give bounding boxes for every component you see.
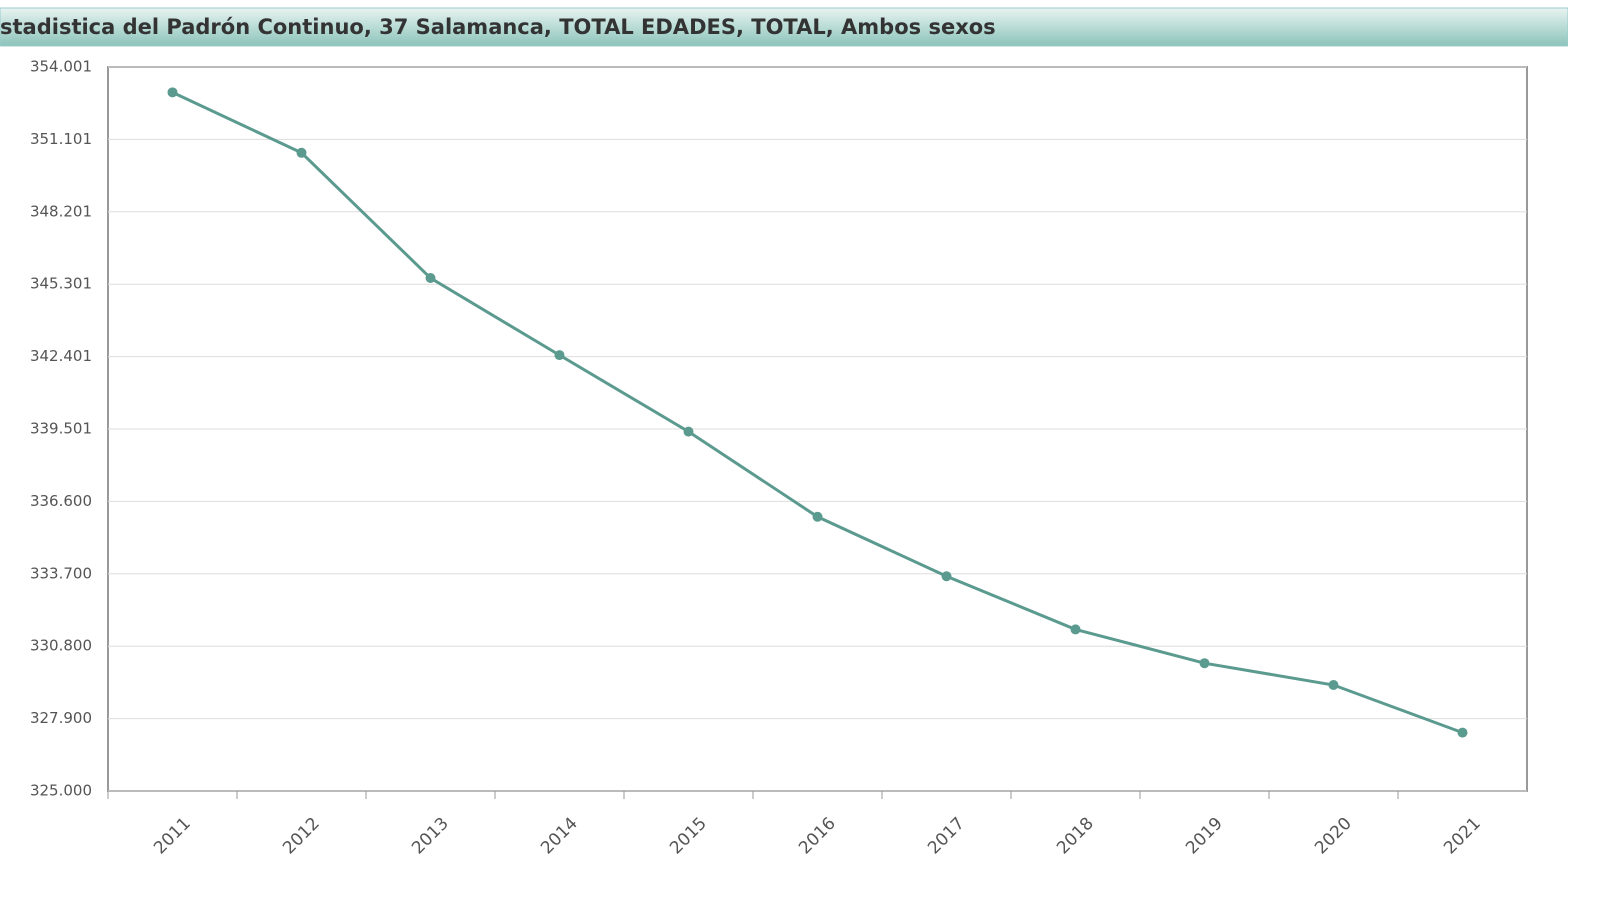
x-tick-label: 2020	[1311, 814, 1356, 859]
x-tick-label: 2016	[795, 814, 840, 859]
x-tick-label: 2012	[279, 814, 324, 859]
data-point	[296, 147, 307, 158]
y-tick-label: 345.301	[30, 275, 92, 293]
title-bar	[0, 7, 1568, 47]
y-tick-label: 339.501	[30, 419, 92, 437]
x-tick-label: 2014	[537, 814, 582, 859]
data-point	[683, 426, 694, 437]
y-tick-label: 330.800	[30, 637, 92, 655]
x-tick-label: 2021	[1440, 814, 1485, 859]
data-point	[941, 571, 952, 582]
x-tick-label: 2015	[666, 814, 711, 859]
data-point	[554, 350, 565, 361]
y-tick-label: 348.201	[30, 202, 92, 220]
data-point	[1070, 624, 1081, 635]
data-point	[1457, 727, 1468, 738]
y-tick-label: 342.401	[30, 347, 92, 365]
data-point	[812, 511, 823, 522]
data-point	[425, 273, 436, 284]
chart-title: stadistica del Padrón Continuo, 37 Salam…	[0, 15, 996, 39]
data-point	[1199, 658, 1210, 669]
x-tick-label: 2018	[1053, 814, 1098, 859]
x-tick-label: 2019	[1182, 814, 1227, 859]
x-tick-label: 2011	[150, 814, 195, 859]
x-tick-label: 2013	[408, 814, 453, 859]
data-point	[1328, 680, 1339, 691]
y-tick-label: 333.700	[30, 564, 92, 582]
y-tick-label: 325.000	[30, 782, 92, 800]
y-tick-label: 336.600	[30, 492, 92, 510]
y-tick-label: 354.001	[30, 58, 92, 76]
y-tick-label: 327.900	[30, 709, 92, 727]
y-tick-label: 351.101	[30, 130, 92, 148]
data-point	[167, 87, 178, 98]
x-tick-label: 2017	[924, 814, 969, 859]
